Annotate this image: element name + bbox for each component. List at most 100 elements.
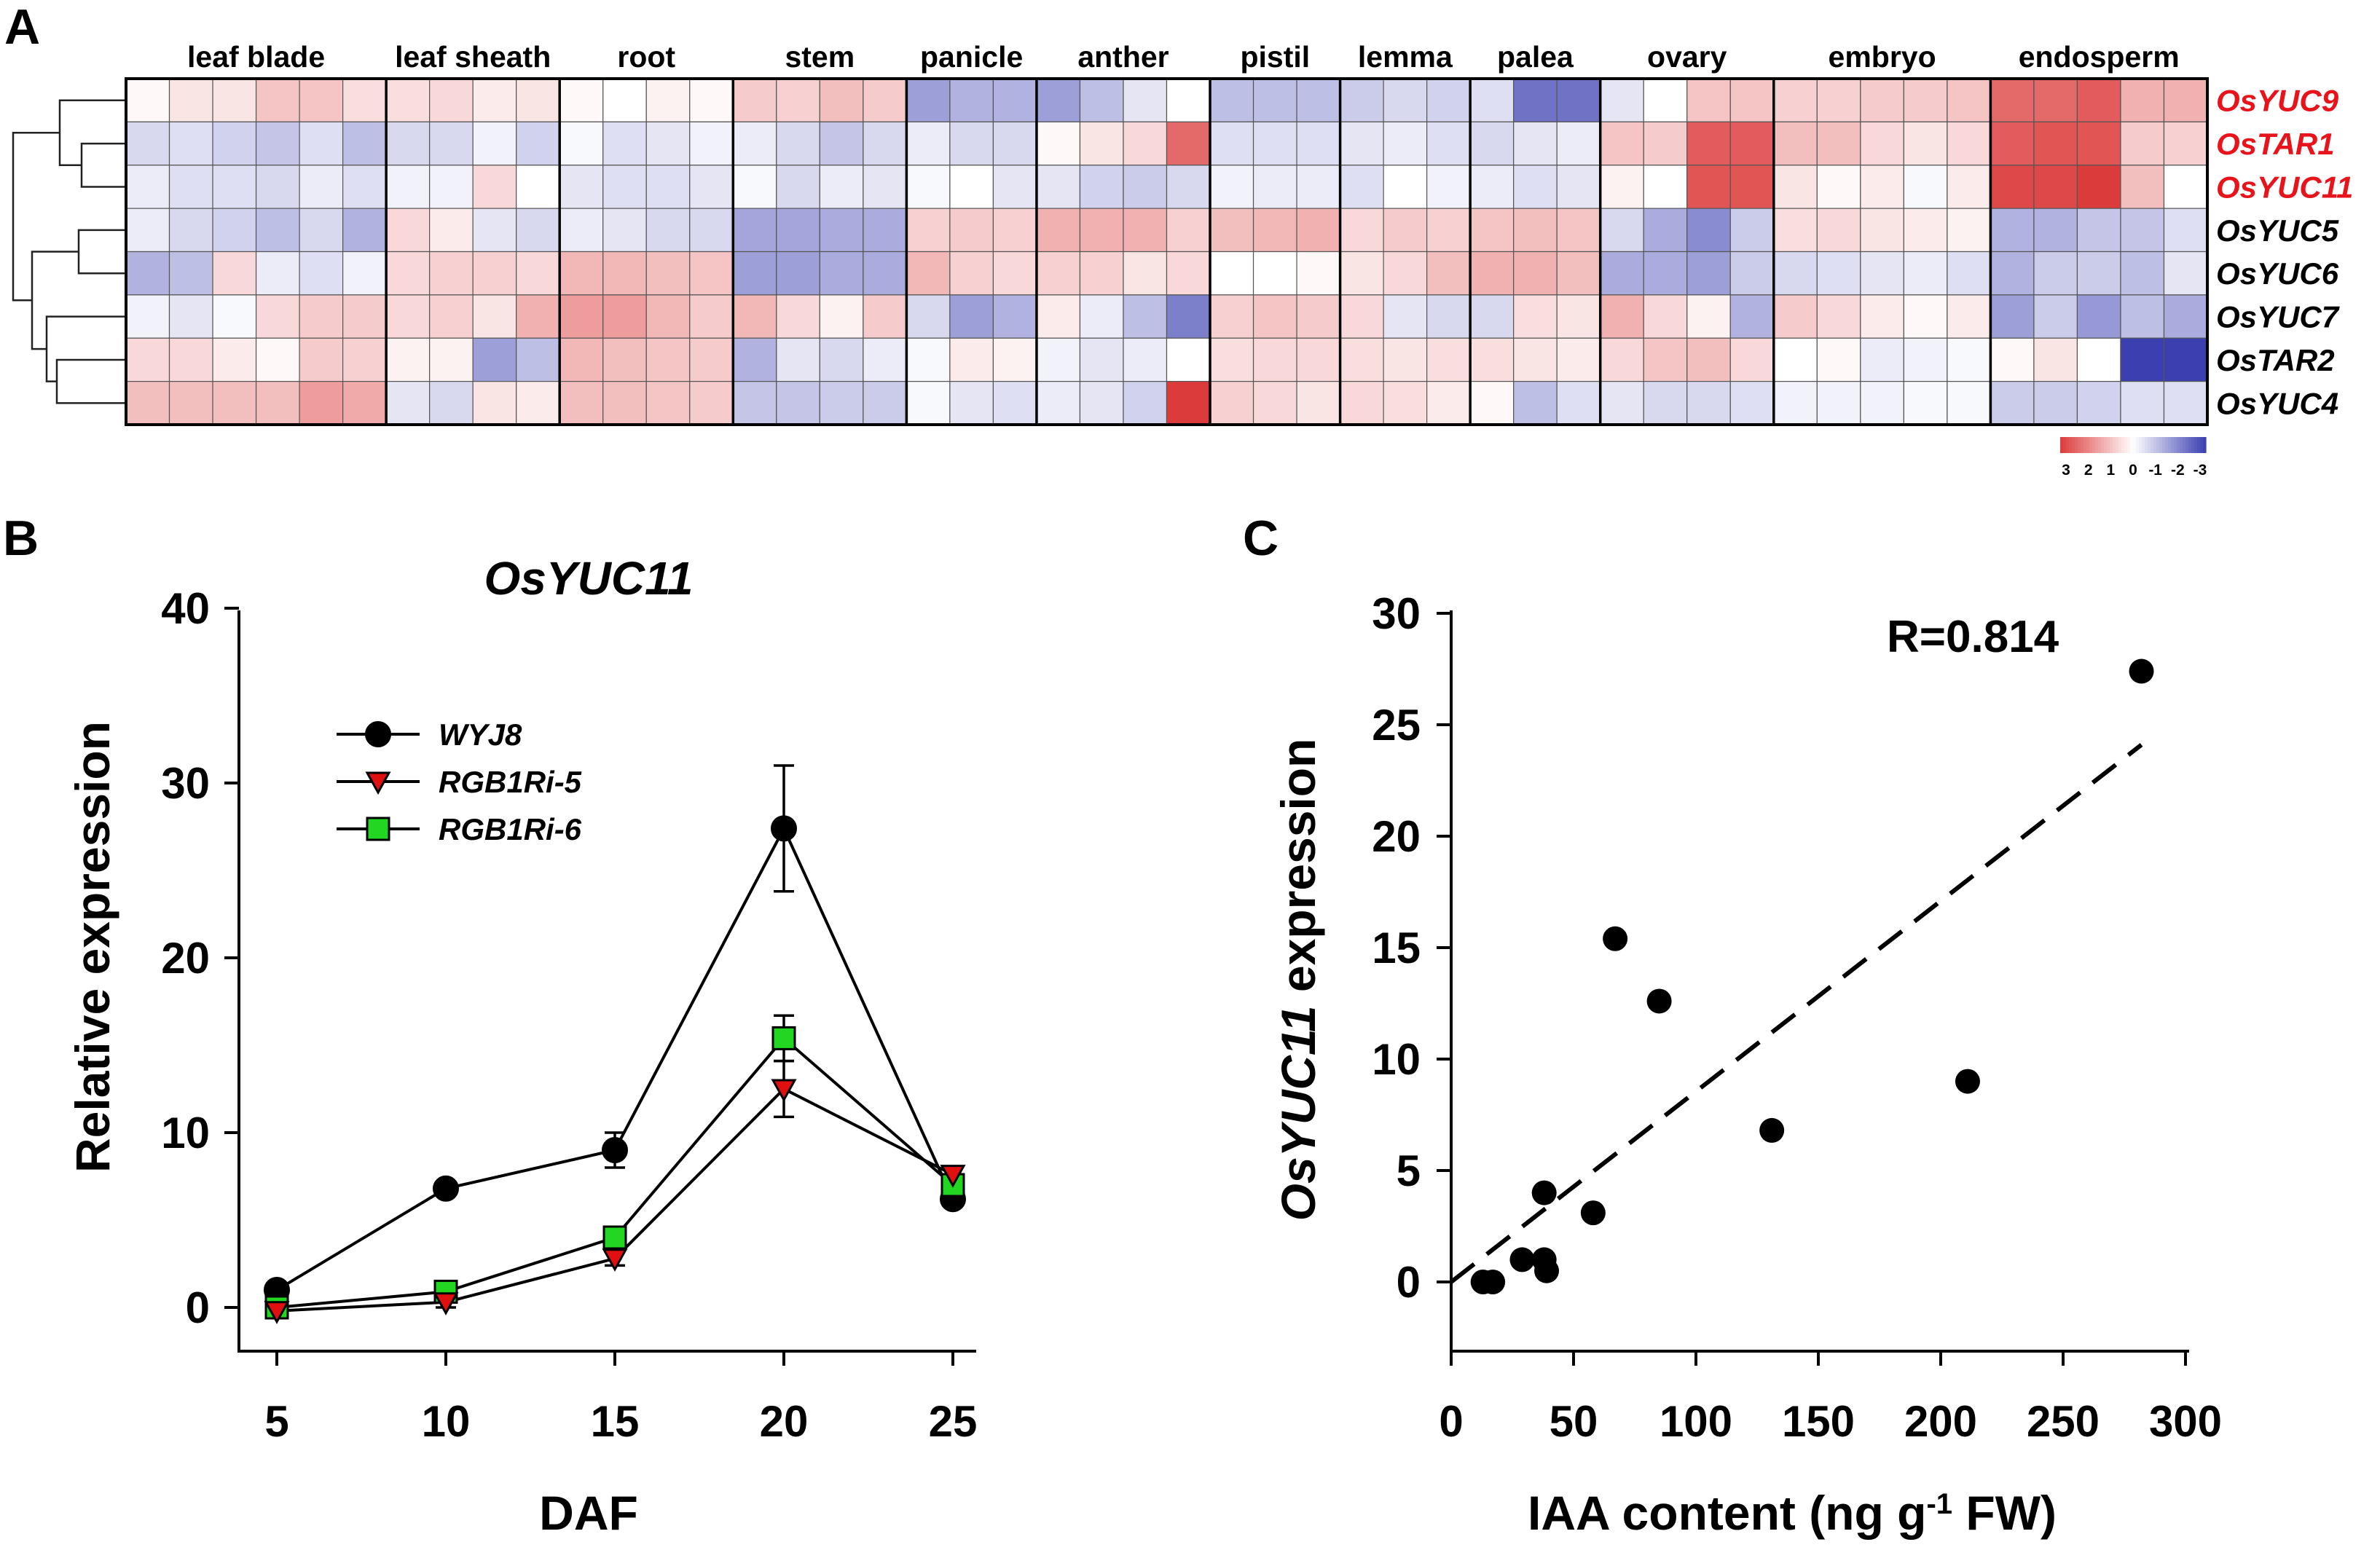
- heatmap-cell: [645, 294, 691, 339]
- color-scale-step: [2168, 437, 2172, 453]
- heatmap-cell: [559, 165, 604, 209]
- heatmap-cell: [168, 337, 213, 382]
- gene-label: OsYUC4: [2216, 386, 2338, 420]
- heatmap-cell: [1860, 208, 1904, 253]
- color-scale-step: [2095, 437, 2099, 453]
- heatmap-cell: [1036, 165, 1081, 209]
- y-tick-label: 20: [1372, 812, 1421, 861]
- heatmap-cell: [1296, 78, 1341, 122]
- heatmap-cell: [949, 78, 994, 122]
- heatmap-cell: [645, 208, 691, 253]
- heatmap-cell: [1426, 165, 1471, 209]
- data-point-triangle: [940, 1165, 966, 1188]
- heatmap-cell: [1947, 251, 1991, 296]
- heatmap-cell: [1860, 381, 1904, 425]
- gene-label: OsTAR1: [2216, 127, 2335, 161]
- heatmap-border: [125, 77, 2209, 426]
- heatmap-cell: [1990, 381, 2035, 425]
- heatmap-cell: [1947, 121, 1991, 166]
- heatmap-cell: [1166, 121, 1211, 166]
- heatmap-gene-labels: OsYUC9 OsTAR1 OsYUC11 OsYUC5 OsYUC6 OsYUC7 OsT…: [2216, 84, 2353, 421]
- color-scale-tick-label: -1: [2148, 462, 2162, 479]
- heatmap-cell: [1339, 165, 1384, 209]
- tissue-label: pistil: [1240, 40, 1310, 74]
- heatmap-cell: [168, 78, 213, 122]
- color-scale-step: [2174, 437, 2177, 453]
- heatmap-cell: [559, 208, 604, 253]
- heatmap-cell: [1556, 78, 1601, 122]
- gene-label: OsYUC6: [2216, 256, 2339, 291]
- color-scale-step: [2104, 437, 2108, 453]
- heatmap-cell: [1903, 294, 1948, 339]
- heatmap-cell: [1729, 78, 1775, 122]
- heatmap-cell: [1079, 208, 1124, 253]
- heatmap-cell: [949, 251, 994, 296]
- heatmap-cell: [863, 337, 907, 382]
- heatmap-cell: [1166, 165, 1211, 209]
- heatmap-cell: [2076, 208, 2121, 253]
- heatmap-cell: [2163, 337, 2208, 382]
- heatmap-cell: [1252, 208, 1297, 253]
- heatmap-cell: [906, 165, 951, 209]
- heatmap-cell: [2076, 78, 2121, 122]
- heatmap-cell: [472, 294, 517, 339]
- color-scale-step: [2110, 437, 2113, 453]
- heatmap-cell: [125, 337, 170, 382]
- heatmap-cell: [992, 165, 1037, 209]
- x-tick-label: 150: [1782, 1397, 1855, 1446]
- heatmap-cell: [906, 121, 951, 166]
- heatmap-cell: [1686, 251, 1731, 296]
- heatmap-cell: [1296, 337, 1341, 382]
- heatmap-cell: [342, 208, 387, 253]
- data-point-square: [602, 1225, 627, 1250]
- heatmap-cell: [1079, 78, 1124, 122]
- heatmap-cell: [1686, 121, 1731, 166]
- heatmap-cell: [906, 294, 951, 339]
- color-scale-step: [2171, 437, 2175, 453]
- heatmap-cell: [429, 294, 474, 339]
- heatmap-cell: [1469, 294, 1515, 339]
- heatmap-cell: [992, 251, 1037, 296]
- heatmap-cell: [1123, 78, 1168, 122]
- heatmap-cell: [1643, 294, 1688, 339]
- heatmap-cell: [1600, 121, 1644, 166]
- heatmap-cell: [342, 165, 387, 209]
- scatter-fit-line: [1450, 743, 2143, 1284]
- heatmap-cell: [429, 208, 474, 253]
- heatmap-cell: [168, 121, 213, 166]
- tissue-label: leaf sheath: [395, 40, 551, 74]
- color-scale-step: [2092, 437, 2096, 453]
- scatter-point: [1509, 1247, 1535, 1272]
- tissue-label: panicle: [920, 40, 1023, 74]
- color-scale-step: [2124, 437, 2128, 453]
- x-axis-title-text: IAA content (ng g: [1528, 1486, 1926, 1540]
- heatmap-cell: [1079, 165, 1124, 209]
- heatmap-cell: [2033, 78, 2078, 122]
- heatmap-cell: [863, 208, 907, 253]
- heatmap-cell: [863, 251, 907, 296]
- heatmap-cell: [1903, 165, 1948, 209]
- color-scale-step: [2101, 437, 2105, 453]
- heatmap-cell: [689, 121, 734, 166]
- tissue-label: palea: [1497, 40, 1574, 74]
- heatmap-cell: [255, 208, 300, 253]
- heatmap-cell: [2120, 165, 2165, 209]
- gene-label: OsYUC9: [2216, 84, 2339, 118]
- heatmap-cell: [2163, 294, 2208, 339]
- color-scale-tick-label: 1: [2106, 462, 2115, 479]
- heatmap-cell: [1816, 381, 1861, 425]
- x-axis-title-superscript: -1: [1926, 1488, 1952, 1520]
- heatmap-cell: [299, 208, 344, 253]
- heatmap-cell: [516, 381, 560, 425]
- heatmap-cell: [342, 78, 387, 122]
- heatmap-cell: [732, 381, 777, 425]
- heatmap-cell: [255, 165, 300, 209]
- heatmap-cell: [1816, 165, 1861, 209]
- heatmap-cell: [299, 78, 344, 122]
- heatmap-cell: [1123, 165, 1168, 209]
- heatmap-cell: [1729, 165, 1775, 209]
- color-scale-step: [2180, 437, 2183, 453]
- color-scale-tick-label: 3: [2062, 462, 2070, 479]
